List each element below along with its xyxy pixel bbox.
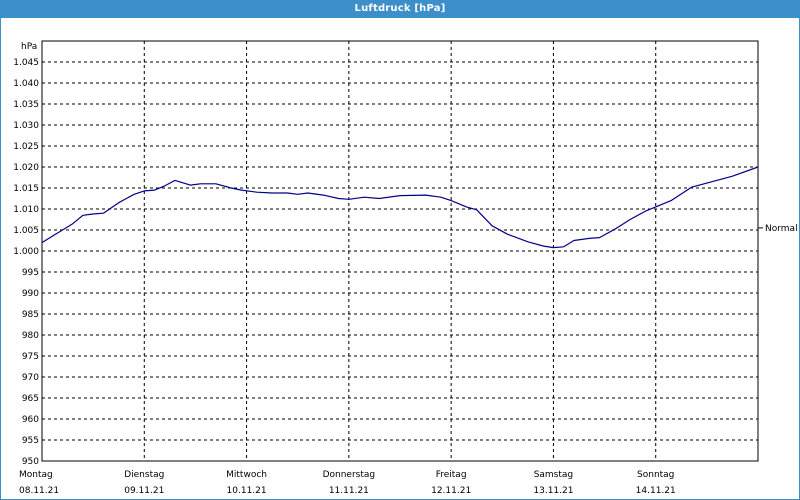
- x-date-label: 08.11.21: [19, 486, 59, 496]
- x-date-label: 12.11.21: [431, 486, 471, 496]
- x-day-label: Montag: [19, 470, 53, 480]
- y-tick-label: 1.025: [13, 142, 39, 152]
- x-date-label: 11.11.21: [329, 486, 369, 496]
- pressure-series-line: [41, 166, 759, 249]
- x-day-label: Mittwoch: [226, 470, 267, 480]
- y-tick-label: 980: [22, 331, 39, 341]
- x-date-label: 09.11.21: [124, 486, 164, 496]
- y-tick-label: 1.020: [13, 163, 39, 173]
- normal-label: Normal: [765, 224, 798, 234]
- y-tick-label: 1.010: [13, 205, 39, 215]
- y-tick-label: 995: [22, 268, 39, 278]
- y-tick-label: 975: [22, 352, 39, 362]
- y-tick-label: 965: [22, 394, 39, 404]
- y-tick-label: 1.000: [13, 247, 39, 257]
- y-tick-label: 1.035: [13, 100, 39, 110]
- x-date-label: 10.11.21: [227, 486, 267, 496]
- x-date-label: 13.11.21: [533, 486, 573, 496]
- x-date-label: 14.11.21: [636, 486, 676, 496]
- x-day-label: Freitag: [436, 470, 467, 480]
- x-day-label: Donnerstag: [323, 470, 376, 480]
- x-day-label: Dienstag: [124, 470, 164, 480]
- y-tick-label: 1.040: [13, 79, 39, 89]
- y-tick-label: 1.030: [13, 121, 39, 131]
- y-tick-label: 960: [22, 415, 39, 425]
- y-tick-label: 970: [22, 373, 39, 383]
- y-tick-label: 1.015: [13, 184, 39, 194]
- y-axis-label: hPa: [21, 42, 37, 52]
- x-day-label: Sonntag: [637, 470, 674, 480]
- y-tick-label: 1.005: [13, 226, 39, 236]
- y-tick-label: 1.045: [13, 58, 39, 68]
- plot-frame: [41, 40, 759, 462]
- y-tick-label: 990: [22, 289, 39, 299]
- window-title: Luftdruck [hPa]: [1, 1, 799, 18]
- x-day-label: Samstag: [534, 470, 573, 480]
- y-tick-label: 985: [22, 310, 39, 320]
- y-tick-label: 955: [22, 436, 39, 446]
- y-tick-label: 950: [22, 457, 39, 467]
